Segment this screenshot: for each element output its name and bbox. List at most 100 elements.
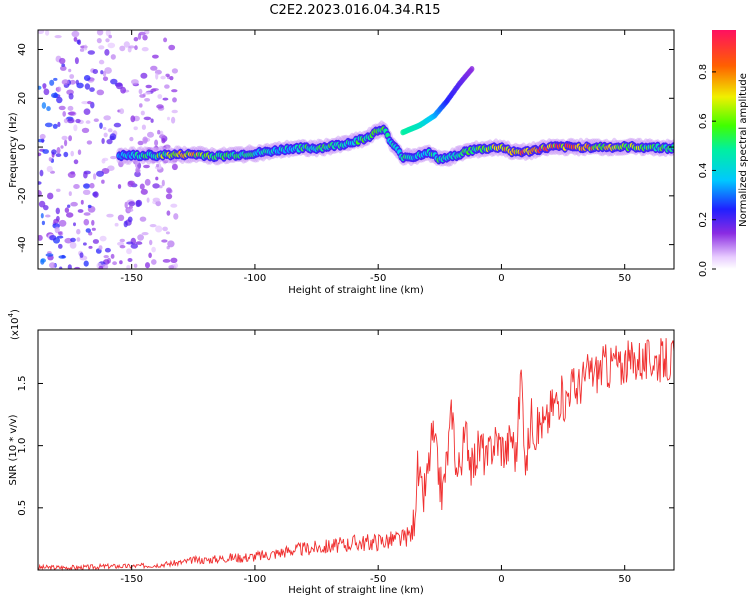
noise-blob xyxy=(63,151,69,158)
noise-blob xyxy=(75,118,81,124)
noise-blob xyxy=(45,214,51,218)
noise-blob xyxy=(46,165,53,173)
noise-blob xyxy=(59,266,63,269)
noise-blob xyxy=(71,30,80,38)
noise-blob xyxy=(119,260,123,265)
noise-blob xyxy=(56,235,64,239)
noise-blob xyxy=(168,44,176,51)
colorbar-tick-label: 0.8 xyxy=(698,64,709,80)
noise-blob xyxy=(107,128,113,133)
noise-blob xyxy=(38,30,45,34)
noise-blob xyxy=(167,116,170,121)
noise-blob xyxy=(100,70,104,75)
noise-blob xyxy=(103,126,107,131)
noise-blob xyxy=(59,57,66,65)
noise-blob xyxy=(123,41,130,48)
noise-blob xyxy=(151,246,156,253)
noise-blob xyxy=(73,124,78,132)
noise-blob xyxy=(137,140,144,146)
snr-exponent-power: 4 xyxy=(7,312,15,317)
x-tick-label: -50 xyxy=(370,273,386,284)
noise-blob xyxy=(126,241,134,245)
noise-blob xyxy=(99,235,107,242)
noise-blob xyxy=(141,47,149,52)
noise-blob xyxy=(104,67,112,74)
noise-blob xyxy=(101,179,105,184)
noise-blob xyxy=(164,84,170,89)
noise-blob xyxy=(81,101,89,105)
noise-blob xyxy=(107,165,115,171)
noise-blob xyxy=(145,84,152,89)
noise-blob xyxy=(62,111,66,117)
noise-blob xyxy=(106,139,113,145)
noise-blob xyxy=(91,227,96,231)
noise-blob xyxy=(155,72,159,80)
x-tick-label: -100 xyxy=(244,574,267,585)
noise-blob xyxy=(157,129,161,135)
noise-blob xyxy=(139,94,146,98)
snr-panel: -150 -100 -50 0 50 0.5 1.0 1.5 Height of strai… xyxy=(7,309,675,596)
noise-blob xyxy=(169,76,174,81)
noise-blob xyxy=(70,237,76,243)
noise-blob xyxy=(67,118,75,124)
noise-blob xyxy=(171,109,178,114)
noise-blob xyxy=(41,138,45,143)
noise-blob xyxy=(77,149,82,155)
noise-blob xyxy=(84,83,91,90)
spectrogram-y-ticks: 40 20 0 -20 -40 xyxy=(17,43,674,253)
noise-blob xyxy=(161,138,166,144)
noise-blob xyxy=(135,200,141,208)
noise-blob xyxy=(38,200,46,208)
noise-blob xyxy=(67,264,72,269)
noise-blob xyxy=(61,63,66,67)
noise-blob xyxy=(131,79,139,85)
snr-y-ticks: 0.5 1.0 1.5 xyxy=(17,376,674,516)
noise-blob xyxy=(76,237,81,242)
noise-blob xyxy=(168,265,175,269)
noise-blob xyxy=(140,188,148,195)
noise-blob xyxy=(138,31,146,36)
noise-blob xyxy=(161,239,168,243)
noise-blob xyxy=(68,68,72,73)
noise-blob xyxy=(152,54,159,59)
noise-blob xyxy=(133,37,139,42)
noise-blob xyxy=(105,38,110,43)
noise-blob xyxy=(137,234,145,241)
noise-blob xyxy=(83,183,91,189)
noise-blob xyxy=(68,93,74,100)
noise-blob xyxy=(76,82,84,89)
noise-blob xyxy=(110,253,115,259)
noise-blob xyxy=(171,89,178,93)
noise-blob xyxy=(69,241,77,249)
noise-blob xyxy=(135,167,140,174)
noise-blob xyxy=(148,252,152,259)
noise-blob xyxy=(128,201,136,207)
noise-blob xyxy=(127,45,135,49)
noise-blob xyxy=(171,163,178,171)
noise-blob xyxy=(127,258,133,262)
noise-blob xyxy=(129,136,134,142)
noise-blob xyxy=(53,218,60,224)
noise-blob xyxy=(110,54,116,60)
colorbar-label: Normalized spectral amplitude xyxy=(738,73,749,227)
noise-blob xyxy=(68,191,72,197)
noise-blob xyxy=(64,207,70,213)
noise-blob xyxy=(101,158,106,164)
noise-blob xyxy=(39,169,44,177)
noise-blob xyxy=(55,207,60,215)
noise-blob xyxy=(66,212,74,218)
noise-blob xyxy=(73,266,81,269)
noise-blob xyxy=(138,88,143,95)
y-tick-label: 0 xyxy=(17,144,28,150)
noise-blob xyxy=(53,77,58,81)
noise-blob xyxy=(143,116,152,121)
noise-blob xyxy=(89,182,95,189)
noise-blob xyxy=(119,45,126,52)
snr-x-ticks: -150 -100 -50 0 50 xyxy=(120,330,631,585)
figure-title: C2E2.2023.016.04.34.R15 xyxy=(269,3,440,18)
noise-blob xyxy=(87,50,96,55)
noise-blob xyxy=(83,242,87,246)
noise-blob xyxy=(54,226,60,234)
noise-blob xyxy=(171,116,176,124)
